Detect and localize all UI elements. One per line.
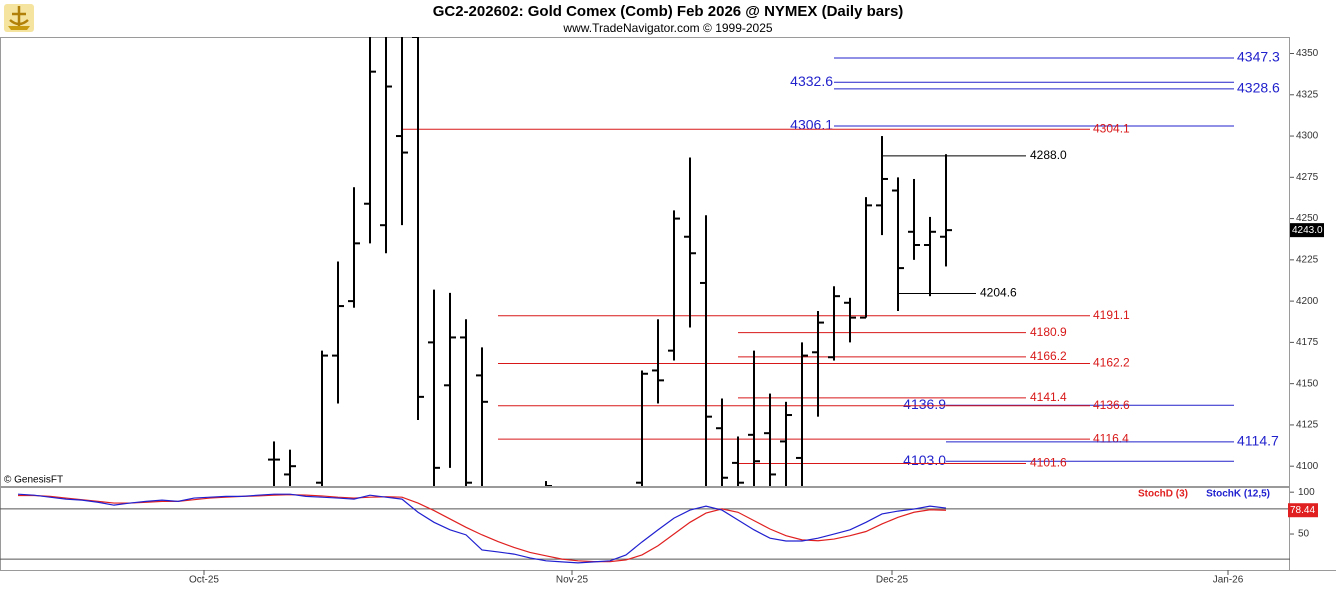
y-tick-label: 4225 [1296, 254, 1319, 265]
main-pane [0, 37, 1290, 487]
level-label: 4103.0 [903, 452, 946, 468]
axes: 4100 4125 4150 4175 4200 4225 4250 4275 4300 4325… [189, 48, 1324, 586]
level-label: 4306.1 [790, 117, 833, 133]
y-tick-label: 4100 [1296, 461, 1319, 472]
y-tick-label: 50 [1298, 529, 1310, 540]
level-label: 4191.1 [1093, 308, 1130, 322]
legend-entry: StochD (3) [1138, 489, 1188, 500]
level-label: 4101.6 [1030, 456, 1067, 470]
y-tick-label: 100 [1298, 487, 1315, 498]
last-price-label: 4243.0 [1292, 225, 1323, 236]
y-tick-label: 4300 [1296, 131, 1319, 142]
chart-subtitle: www.TradeNavigator.com © 1999-2025 [562, 21, 772, 35]
level-label: 4180.9 [1030, 325, 1067, 339]
x-tick-label: Nov-25 [556, 575, 589, 586]
x-tick-label: Oct-25 [189, 575, 219, 586]
logo [4, 4, 34, 32]
y-tick-label: 4250 [1296, 213, 1319, 224]
legend-entry: StochK (12,5) [1206, 489, 1270, 500]
level-label: 4116.4 [1093, 431, 1129, 445]
level-label: 4166.2 [1030, 349, 1067, 363]
y-tick-label: 4200 [1296, 296, 1319, 307]
y-tick-label: 4125 [1296, 420, 1319, 431]
level-label: 4288.0 [1030, 148, 1067, 162]
x-tick-label: Dec-25 [876, 575, 909, 586]
level-label: 4204.6 [980, 286, 1017, 300]
level-label: 4114.7 [1237, 433, 1279, 449]
y-tick-label: 4325 [1296, 89, 1319, 100]
price-plot: 4347.3 4332.6 4328.6 4306.1 4304.1 4288.0 4204… [268, 37, 1280, 486]
level-label: 4328.6 [1237, 80, 1280, 96]
source-note: © GenesisFT [4, 475, 63, 486]
chart-title: GC2-202602: Gold Comex (Comb) Feb 2026 @… [433, 3, 904, 20]
level-label: 4136.9 [903, 396, 946, 412]
level-label: 4141.4 [1030, 390, 1067, 404]
y-tick-label: 4175 [1296, 337, 1319, 348]
stoch-line [17, 493, 947, 564]
stoch-plot [0, 493, 1290, 564]
level-label: 4162.2 [1093, 356, 1130, 370]
y-tick-label: 4275 [1296, 172, 1319, 183]
last-stoch-label: 78.44 [1290, 505, 1315, 516]
x-tick-label: Jan-26 [1213, 575, 1244, 586]
level-label: 4332.6 [790, 73, 833, 89]
level-label: 4304.1 [1093, 121, 1130, 135]
y-tick-label: 4150 [1296, 378, 1319, 389]
y-tick-label: 4350 [1296, 48, 1319, 59]
last-stoch-box [1288, 503, 1318, 518]
last-price-box [1290, 223, 1324, 238]
level-label: 4347.3 [1237, 49, 1280, 65]
level-label: 4136.6 [1093, 398, 1130, 412]
